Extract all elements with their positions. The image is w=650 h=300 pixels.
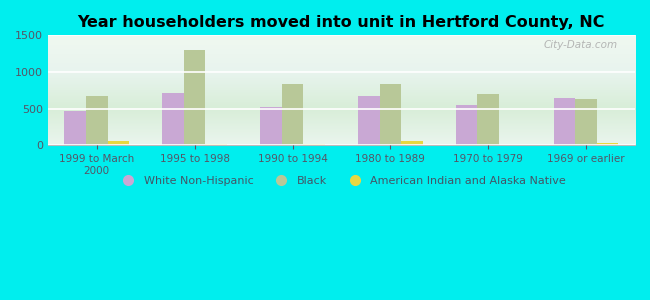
Bar bbox=[401, 141, 423, 145]
Bar bbox=[205, 144, 227, 145]
Bar bbox=[162, 93, 184, 145]
Bar bbox=[64, 111, 86, 145]
Bar bbox=[107, 141, 129, 145]
Bar bbox=[260, 107, 281, 145]
Bar bbox=[380, 84, 401, 145]
Bar bbox=[478, 94, 499, 145]
Bar bbox=[304, 144, 325, 145]
Text: City-Data.com: City-Data.com bbox=[543, 40, 618, 50]
Bar bbox=[184, 50, 205, 145]
Bar bbox=[597, 143, 618, 145]
Bar bbox=[554, 98, 575, 145]
Title: Year householders moved into unit in Hertford County, NC: Year householders moved into unit in Her… bbox=[78, 15, 605, 30]
Bar bbox=[281, 84, 304, 145]
Legend: White Non-Hispanic, Black, American Indian and Alaska Native: White Non-Hispanic, Black, American Indi… bbox=[112, 171, 571, 190]
Bar bbox=[575, 100, 597, 145]
Bar bbox=[86, 96, 107, 145]
Bar bbox=[358, 96, 380, 145]
Bar bbox=[456, 105, 478, 145]
